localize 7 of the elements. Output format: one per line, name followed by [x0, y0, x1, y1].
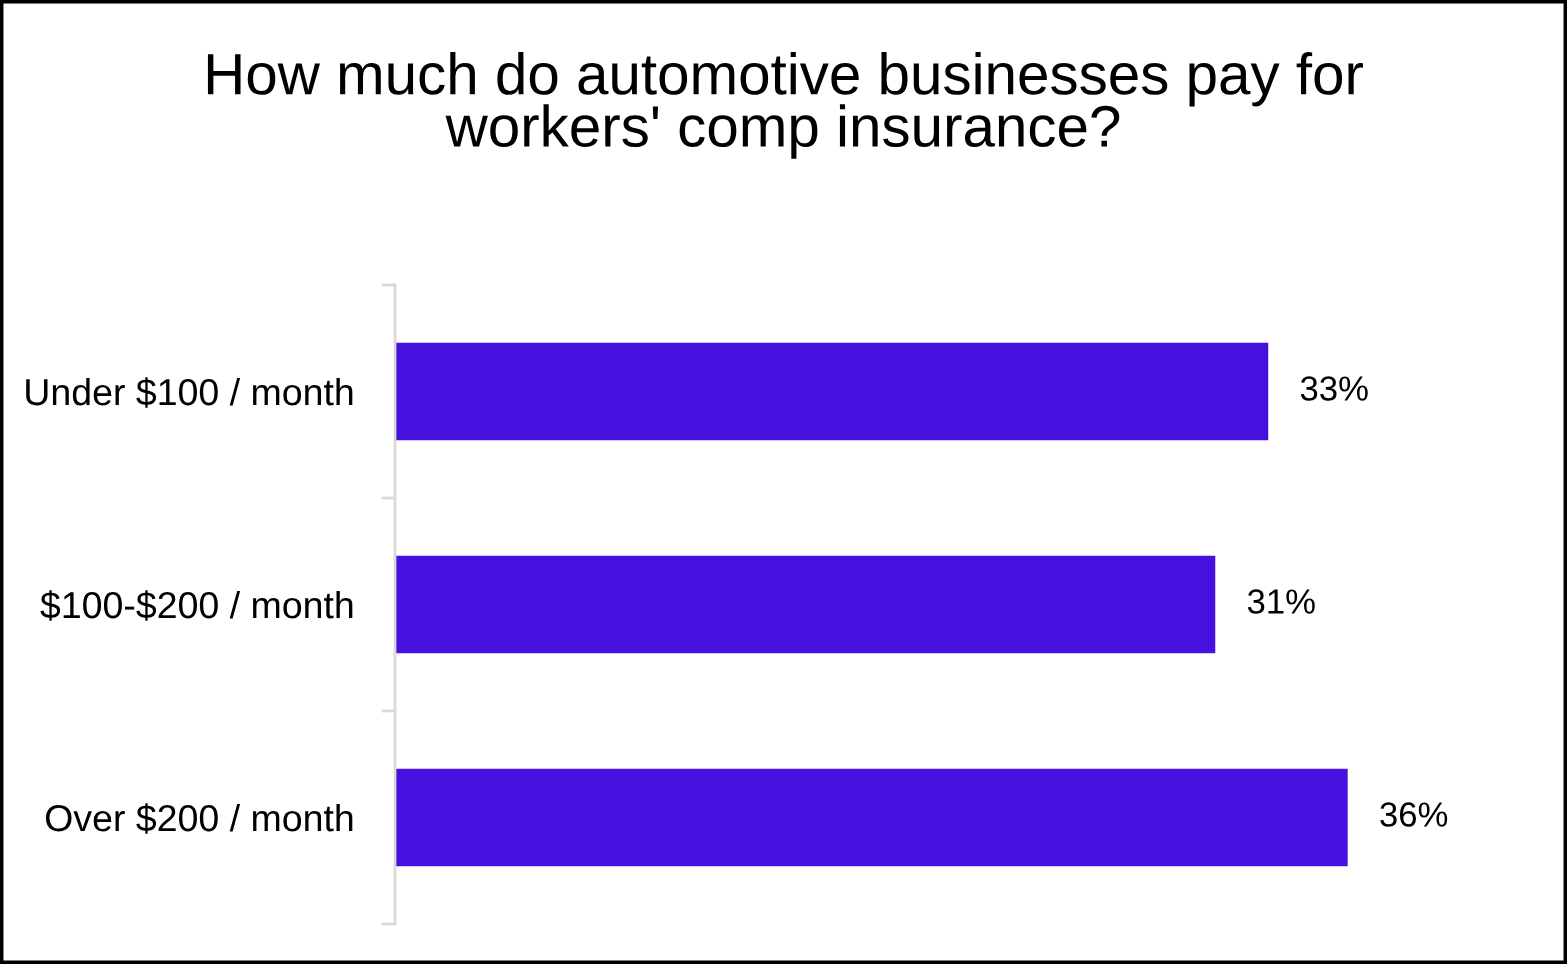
y-tick-label: Over $200 / month	[45, 803, 353, 834]
y-tick-label: Under $100 / month	[26, 377, 353, 408]
data-label: 36%	[1380, 802, 1448, 827]
y-tick-label: $100-$200 / month	[40, 590, 353, 621]
data-label: 31%	[1247, 589, 1315, 614]
chart-title: How much do automotive businesses pay for workers' comp insurance?	[207, 52, 1363, 159]
data-label: 33%	[1300, 376, 1368, 401]
